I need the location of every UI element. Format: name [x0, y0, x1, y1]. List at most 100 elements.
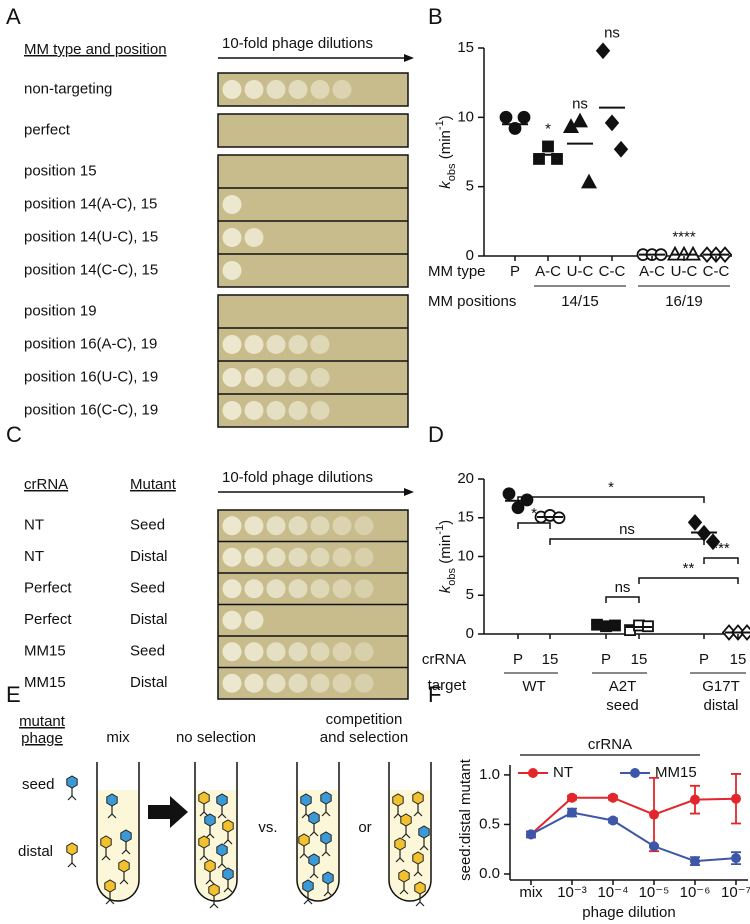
- phage-legs: [205, 879, 215, 885]
- panel-letter: B: [428, 4, 443, 29]
- phage-spot: [288, 642, 308, 662]
- label-part: ): [437, 115, 454, 120]
- x-tick-label: 10⁻⁵: [639, 884, 670, 901]
- group-label: 14/15: [561, 293, 599, 310]
- phage-legs: [101, 855, 111, 861]
- phage-spot: [310, 547, 330, 567]
- phage-spot: [354, 642, 374, 662]
- row-label: position 16(A-C), 19: [24, 335, 157, 352]
- x-tick-label: A-C: [535, 263, 561, 280]
- row-label: Distal: [130, 548, 168, 565]
- significance-label: ns: [615, 579, 631, 596]
- data-point: [690, 794, 700, 805]
- row-label: position 16(U-C), 19: [24, 368, 158, 385]
- data-point: [690, 856, 700, 867]
- column-header: Mutant: [130, 476, 177, 493]
- phage-spot: [244, 579, 264, 599]
- phage-spot: [310, 401, 330, 420]
- phage-icon: [120, 829, 132, 855]
- phage-legs: [321, 811, 331, 817]
- phage-legs: [217, 863, 227, 869]
- phage-spot: [244, 80, 264, 99]
- data-point: [567, 792, 577, 803]
- column-header: crRNA: [24, 476, 68, 493]
- phage-spot: [288, 547, 308, 567]
- connector-label: or: [358, 819, 371, 836]
- phage-head: [414, 881, 426, 895]
- phage-spot: [222, 401, 242, 420]
- phage-legs: [413, 811, 423, 817]
- phage-spot: [222, 335, 242, 354]
- phage-spot: [244, 401, 264, 420]
- phage-spot: [288, 335, 308, 354]
- phage-legs: [209, 903, 219, 909]
- phage-spot: [222, 547, 242, 567]
- comparison-bracket: [549, 538, 705, 545]
- data-point: [608, 815, 618, 826]
- panel-letter: E: [6, 682, 21, 707]
- phage-icon: [216, 793, 228, 819]
- phage-legs: [199, 855, 209, 861]
- phage-icon: [298, 833, 310, 859]
- phage-spot: [222, 673, 242, 693]
- phage-icon: [118, 859, 130, 885]
- phage-legs: [323, 891, 333, 897]
- data-point: [613, 140, 629, 158]
- phage-spot: [288, 516, 308, 536]
- phage-head: [100, 835, 112, 849]
- tube-label: and selection: [320, 729, 408, 746]
- phage-icon: [222, 819, 234, 845]
- text-line: phage: [21, 730, 63, 747]
- phage-icon: [198, 791, 210, 817]
- y-tick-label: 5: [466, 586, 474, 603]
- phage-legs: [395, 857, 405, 863]
- significance-label: ****: [672, 229, 696, 246]
- phage-icon: [208, 883, 220, 909]
- x-tick-label: 15: [730, 651, 747, 668]
- target-note: distal: [703, 697, 738, 714]
- phage-spot: [310, 335, 330, 354]
- row-label: position 16(C-C), 19: [24, 401, 158, 418]
- y-axis-label: kobs (min-1): [434, 115, 458, 188]
- phage-head: [412, 791, 424, 805]
- phage-head: [204, 859, 216, 873]
- phage-head: [322, 871, 334, 885]
- y-tick-label: 10: [457, 108, 474, 125]
- phage-head: [308, 853, 320, 867]
- phage-spot: [310, 80, 330, 99]
- label-part: ): [437, 520, 454, 525]
- phage-spot: [332, 579, 352, 599]
- phage-spot: [310, 673, 330, 693]
- phage-icon: [394, 837, 406, 863]
- row-label: MM positions: [428, 293, 516, 310]
- plate: [217, 113, 409, 148]
- series-line: [530, 796, 737, 836]
- phage-head: [106, 793, 118, 807]
- tube: [96, 762, 140, 902]
- phage-legs: [299, 853, 309, 859]
- x-tick-label: 10⁻⁴: [597, 884, 628, 901]
- phage-head: [222, 819, 234, 833]
- phage-spot: [288, 368, 308, 387]
- connector-label: vs.: [258, 819, 277, 836]
- phage-spot: [244, 547, 264, 567]
- phage-legs: [309, 873, 319, 879]
- phage-legs: [121, 849, 131, 855]
- tube: [194, 762, 238, 902]
- data-point: [731, 853, 741, 864]
- y-tick-label: 10: [457, 547, 474, 564]
- target-note: seed: [606, 697, 639, 714]
- tube-label: no selection: [176, 729, 256, 746]
- label-part: (min: [437, 535, 454, 568]
- dilution-label: 10-fold phage dilutions: [222, 35, 373, 52]
- data-point: [595, 42, 611, 60]
- phage-head: [394, 837, 406, 851]
- legend-label: mutant phage: [19, 713, 66, 747]
- label-part: k: [437, 180, 454, 189]
- legend-label: distal: [18, 843, 53, 860]
- row-label: Perfect: [24, 580, 72, 597]
- phage-spot: [354, 579, 374, 599]
- x-tick-label: 15: [542, 651, 559, 668]
